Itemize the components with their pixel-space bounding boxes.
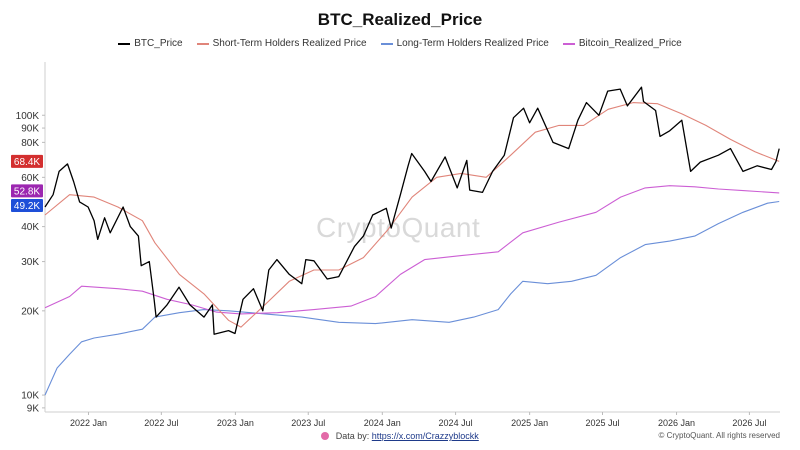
legend-label-sth-realized: Short-Term Holders Realized Price [212,38,367,49]
legend-item-btc-price[interactable]: BTC_Price [118,38,183,49]
copyright-text: © CryptoQuant. All rights reserved [658,431,781,440]
series-line-sth-realized [44,102,780,328]
y-tick-label: 9K [27,403,40,414]
y-tick-label: 20K [21,306,39,317]
series-line-btc-price [44,86,780,335]
y-tick-label: 10K [21,391,39,402]
x-tick-label: 2022 Jan [70,418,107,428]
legend-swatch-realized-price [562,42,575,45]
legend-swatch-sth-realized [196,42,209,45]
source-icon [321,432,330,440]
legend-label-lth-realized: Long-Term Holders Realized Price [396,38,549,49]
last-value-badge [11,154,43,168]
legend-item-realized-price[interactable]: Bitcoin_Realized_Price [562,38,682,49]
y-tick-label: 30K [21,257,39,268]
legend-label-realized-price: Bitcoin_Realized_Price [578,38,682,49]
y-tick-label: 80K [21,138,39,149]
last-value-badge [11,198,43,212]
legend-item-sth-realized[interactable]: Short-Term Holders Realized Price [196,38,367,49]
x-tick-label: 2026 Jan [658,418,695,428]
x-tick-label: 2022 Jul [144,418,178,428]
chart-title: BTC_Realized_Price [317,10,483,29]
x-tick-label: 2024 Jan [364,418,401,428]
footer-source: Data by: https://x.com/Crazzyblockk [0,431,800,441]
source-prefix: Data by: [335,431,370,441]
last-value-badge [11,184,43,198]
last-value-label: 52.8K [14,186,40,197]
x-tick-label: 2026 Jul [732,418,766,428]
y-tick-label: 60K [21,173,39,184]
series-line-realized-price [44,185,780,315]
y-tick-label: 100K [16,111,40,122]
y-tick-label: 90K [21,124,39,135]
legend-swatch-btc-price [118,42,131,45]
series-line-lth-realized [44,200,780,396]
legend-label-btc-price: BTC_Price [134,38,183,49]
x-tick-label: 2025 Jan [511,418,548,428]
x-tick-label: 2023 Jan [217,418,254,428]
legend: BTC_Price Short-Term Holders Realized Pr… [0,38,800,49]
last-value-label: 49.2K [14,201,40,212]
source-link[interactable]: https://x.com/Crazzyblockk [371,431,479,441]
legend-item-lth-realized[interactable]: Long-Term Holders Realized Price [380,38,549,49]
y-tick-label: 40K [21,222,39,233]
x-tick-label: 2024 Jul [439,418,473,428]
legend-swatch-lth-realized [380,42,393,45]
x-tick-label: 2025 Jul [585,418,619,428]
x-tick-label: 2023 Jul [291,418,325,428]
last-value-label: 68.4K [14,157,40,168]
